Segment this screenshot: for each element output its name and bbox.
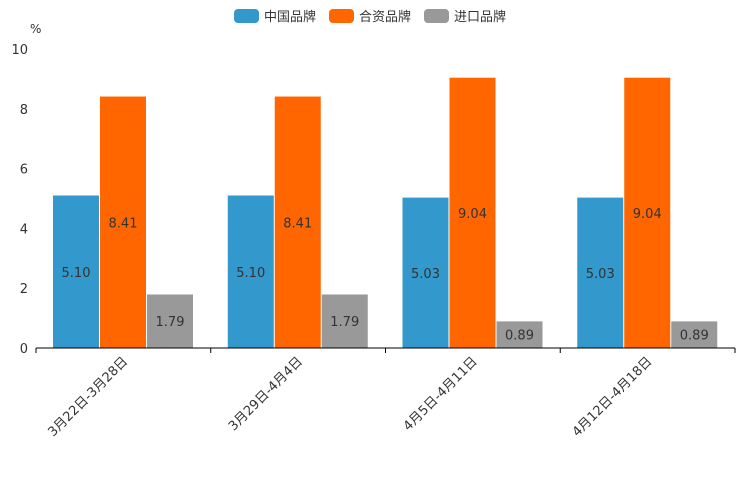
y-tick-label: 10 <box>11 43 28 58</box>
y-tick-label: 8 <box>20 103 28 118</box>
bar <box>577 197 624 348</box>
legend-swatch <box>329 9 354 23</box>
bar <box>227 195 274 348</box>
x-tick-label: 3月22日-3月28日 <box>45 354 131 440</box>
bar <box>147 294 193 348</box>
bar <box>402 197 449 348</box>
x-tick-label: 3月29日-4月4日 <box>226 354 306 434</box>
x-axis-ticks <box>35 348 736 353</box>
bar <box>624 77 671 348</box>
y-axis-unit: % <box>30 22 41 36</box>
data-label: 8.41 <box>283 216 312 231</box>
bar <box>449 77 496 348</box>
y-axis-ticks: 0 2 4 6 8 10 <box>11 43 28 357</box>
data-label: 8.41 <box>109 216 138 231</box>
legend-swatch <box>424 9 449 23</box>
y-tick-label: 2 <box>20 282 28 297</box>
x-tick-label: 4月5日-4月11日 <box>401 354 481 434</box>
data-label: 0.89 <box>680 329 709 344</box>
data-label: 9.04 <box>458 207 487 222</box>
y-tick-label: 6 <box>20 163 28 178</box>
data-label: 9.04 <box>633 207 662 222</box>
legend-item[interactable]: 进口品牌 <box>424 9 506 25</box>
legend-swatch <box>234 9 259 23</box>
data-label: 5.10 <box>236 266 265 281</box>
x-tick-label: 4月12日-4月18日 <box>570 354 656 440</box>
bar <box>321 294 368 348</box>
legend-item[interactable]: 合资品牌 <box>329 9 411 25</box>
bar <box>274 96 321 348</box>
data-label: 0.89 <box>505 329 534 344</box>
legend-item[interactable]: 中国品牌 <box>234 9 316 25</box>
data-labels: 5.10 8.41 1.79 5.10 8.41 1.79 5.03 9.04 0.89 5.03… <box>62 207 709 344</box>
legend-label: 合资品牌 <box>359 9 411 25</box>
bars <box>53 77 718 348</box>
x-axis-labels: 3月22日-3月28日 3月29日-4月4日 4月5日-4月11日 4月12日-4月1… <box>45 354 655 440</box>
legend-label: 中国品牌 <box>264 9 316 25</box>
bar <box>100 96 146 348</box>
data-label: 5.03 <box>586 267 615 282</box>
y-tick-label: 0 <box>20 342 28 357</box>
legend-label: 进口品牌 <box>454 9 506 25</box>
bar <box>496 321 543 348</box>
data-label: 5.10 <box>62 266 91 281</box>
data-label: 5.03 <box>411 267 440 282</box>
y-tick-label: 4 <box>20 222 28 237</box>
data-label: 1.79 <box>330 315 359 330</box>
bar <box>671 321 718 348</box>
bar <box>53 195 99 348</box>
legend: 中国品牌 合资品牌 进口品牌 <box>234 9 506 25</box>
data-label: 1.79 <box>156 315 185 330</box>
